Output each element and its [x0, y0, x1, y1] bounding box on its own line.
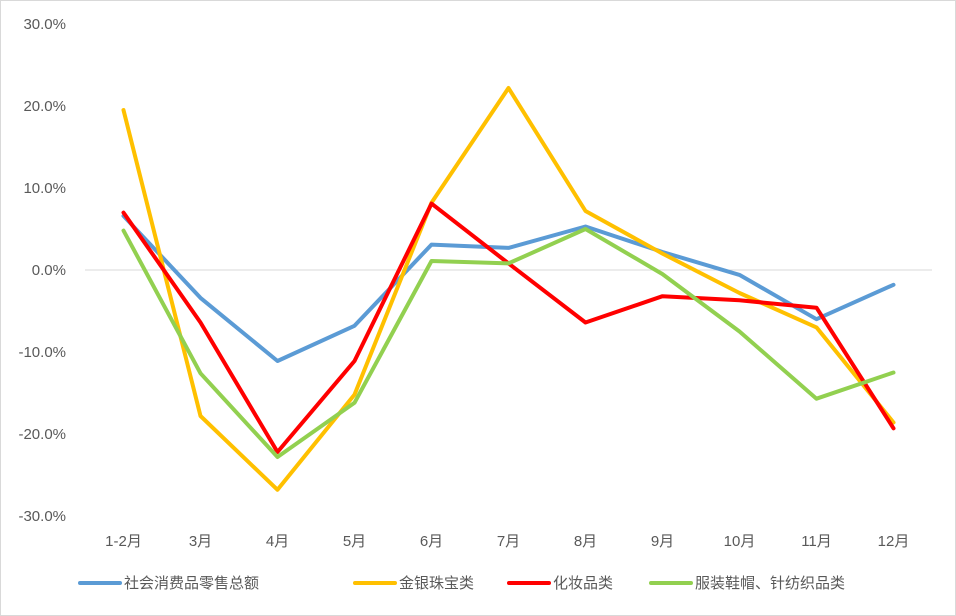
x-axis: 1-2月 3月 4月 5月 6月 7月 8月 9月 10月 11月 12月 [85, 269, 932, 550]
series-line-2 [121, 86, 896, 492]
y-tick-label: 10.0% [23, 180, 66, 197]
x-tick-label: 11月 [801, 533, 832, 550]
x-tick-label: 1-2月 [105, 533, 142, 550]
y-tick-label: 0.0% [32, 262, 66, 279]
legend-label: 社会消费品零售总额 [124, 574, 259, 592]
legend-label: 化妆品类 [553, 574, 613, 592]
x-tick-label: 9月 [651, 533, 674, 550]
series-line-4 [121, 227, 896, 459]
legend-label: 金银珠宝类 [399, 574, 474, 592]
series-lines [121, 86, 896, 492]
x-tick-label: 6月 [420, 533, 443, 550]
x-tick-label: 8月 [574, 533, 597, 550]
y-tick-label: 30.0% [23, 16, 66, 33]
y-tick-label: 20.0% [23, 98, 66, 115]
y-tick-label: -20.0% [18, 426, 66, 443]
x-tick-label: 12月 [878, 533, 910, 550]
y-tick-label: -30.0% [18, 508, 66, 525]
x-tick-label: 10月 [724, 533, 756, 550]
x-tick-label: 3月 [189, 533, 212, 550]
series-line-1 [121, 213, 896, 363]
y-axis: 30.0% 20.0% 10.0% 0.0% -10.0% -20.0% -30.0% [18, 16, 66, 525]
legend: 社会消费品零售总额 金银珠宝类 化妆品类 服装鞋帽、针纺织品类 [78, 574, 845, 592]
y-tick-label: -10.0% [18, 344, 66, 361]
x-tick-label: 4月 [266, 533, 289, 550]
legend-label: 服装鞋帽、针纺织品类 [695, 574, 845, 592]
x-tick-label: 5月 [343, 533, 366, 550]
x-tick-label: 7月 [497, 533, 520, 550]
